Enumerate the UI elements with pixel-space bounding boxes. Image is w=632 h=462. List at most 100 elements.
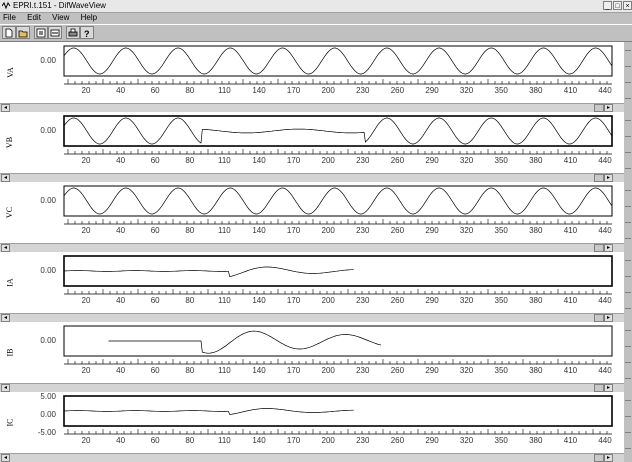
menu-edit[interactable]: Edit (27, 13, 41, 22)
menu-file[interactable]: File (3, 13, 16, 22)
maximize-button[interactable]: □ (613, 1, 622, 10)
splitter-notch (625, 222, 631, 223)
x-tick-label: 110 (218, 436, 231, 445)
waveform-panel-va: VA 0.00 20 40 60 80 110 140 170 200 230 260 290 320 35… (0, 42, 624, 103)
splitter-notch (625, 432, 631, 433)
scroll-right-icon[interactable]: ▸ (604, 174, 613, 182)
x-tick-label: 60 (150, 86, 160, 95)
help-button[interactable]: ? (80, 26, 94, 39)
x-tick-label: 380 (529, 366, 543, 375)
vertical-splitter[interactable] (624, 182, 632, 252)
y-axis-label: 5.00 (40, 392, 56, 401)
x-tick-label: 260 (390, 226, 405, 235)
channel-label-text: VB (5, 136, 15, 149)
scroll-right-icon[interactable]: ▸ (604, 384, 613, 392)
scroll-right-icon[interactable]: ▸ (604, 314, 613, 322)
vertical-splitter[interactable] (624, 392, 632, 462)
scroll-thumb[interactable] (594, 174, 604, 182)
x-tick-label: 170 (286, 366, 301, 375)
plot-frame (63, 115, 613, 147)
open-file-icon (18, 30, 28, 38)
channel-label: VA (3, 42, 17, 103)
channel-label: IC (3, 392, 17, 453)
x-tick-label: 60 (150, 296, 160, 305)
plot-frame (63, 185, 613, 217)
print-button[interactable] (66, 26, 80, 39)
export-icon (36, 28, 46, 38)
splitter-notch (625, 50, 631, 51)
close-button[interactable]: × (623, 1, 632, 10)
waveform-plot[interactable] (62, 322, 622, 383)
splitter-notch (625, 292, 631, 293)
x-tick-label: 440 (598, 86, 612, 95)
channel-label-text: IA (5, 278, 15, 287)
x-tick-label: 350 (494, 86, 508, 95)
menu-bar: File Edit View Help (0, 13, 632, 23)
scroll-thumb[interactable] (594, 104, 604, 112)
scroll-left-icon[interactable]: ◂ (1, 244, 10, 252)
horizontal-scrollbar[interactable]: ◂ ▸ (0, 243, 624, 252)
vertical-splitter[interactable] (624, 322, 632, 392)
waveform-plot[interactable] (62, 392, 622, 453)
export-button[interactable] (34, 26, 48, 39)
waveform-plot[interactable] (62, 182, 622, 243)
scroll-left-icon[interactable]: ◂ (1, 314, 10, 322)
horizontal-scrollbar[interactable]: ◂ ▸ (0, 313, 624, 322)
open-file-button[interactable] (16, 26, 30, 39)
x-tick-label: 60 (150, 156, 160, 165)
x-tick-label: 40 (116, 436, 126, 445)
x-tick-label: 290 (425, 296, 439, 305)
x-tick-label: 200 (321, 366, 335, 375)
x-tick-label: 290 (425, 366, 439, 375)
x-tick-label: 80 (185, 366, 195, 375)
horizontal-scrollbar[interactable]: ◂ ▸ (0, 383, 624, 392)
scroll-left-icon[interactable]: ◂ (1, 104, 10, 112)
waveform-panel-vc: VC 0.00 20 40 60 80 110 140 170 200 230 260 290 320 35… (0, 182, 624, 243)
waveform-plot[interactable] (62, 112, 622, 173)
channel-label: VB (3, 112, 17, 173)
x-tick-label: 170 (286, 226, 301, 235)
scroll-thumb[interactable] (594, 314, 604, 322)
x-tick-label: 140 (252, 296, 266, 305)
scroll-right-icon[interactable]: ▸ (604, 454, 613, 462)
vertical-splitter[interactable] (624, 42, 632, 112)
menu-help[interactable]: Help (80, 13, 98, 22)
splitter-notch (625, 448, 631, 449)
x-tick-label: 170 (286, 86, 301, 95)
horizontal-scrollbar[interactable]: ◂ ▸ (0, 103, 624, 112)
scroll-thumb[interactable] (594, 454, 604, 462)
channel-label-text: IC (5, 418, 15, 427)
vertical-splitter[interactable] (624, 112, 632, 182)
horizontal-scrollbar[interactable]: ◂ ▸ (0, 453, 624, 462)
waveform-plot[interactable] (62, 252, 622, 313)
x-tick-label: 380 (529, 296, 543, 305)
menu-view[interactable]: View (52, 13, 70, 22)
scroll-left-icon[interactable]: ◂ (1, 454, 10, 462)
settings-button[interactable] (48, 26, 62, 39)
x-tick-label: 410 (563, 86, 578, 95)
scroll-right-icon[interactable]: ▸ (604, 244, 613, 252)
x-tick-label: 350 (494, 156, 508, 165)
x-tick-label: 230 (356, 366, 370, 375)
horizontal-scrollbar[interactable]: ◂ ▸ (0, 173, 624, 182)
new-document-button[interactable] (2, 26, 16, 39)
waveform-panel-ia: IA 0.00 20 40 60 80 110 140 170 200 230 260 290 320 35… (0, 252, 624, 313)
settings-icon (50, 29, 60, 37)
x-tick-label: 110 (218, 366, 231, 375)
scroll-thumb[interactable] (594, 244, 604, 252)
scroll-right-icon[interactable]: ▸ (604, 104, 613, 112)
x-tick-label: 230 (356, 156, 370, 165)
vertical-splitter[interactable] (624, 252, 632, 322)
scroll-left-icon[interactable]: ◂ (1, 384, 10, 392)
x-tick-label: 80 (185, 226, 195, 235)
svg-text:?: ? (84, 29, 90, 38)
scroll-left-icon[interactable]: ◂ (1, 174, 10, 182)
channel-label: IA (3, 252, 17, 313)
y-axis-label: -5.00 (37, 428, 56, 437)
waveform-plot[interactable] (62, 42, 622, 103)
scroll-thumb[interactable] (594, 384, 604, 392)
x-tick-label: 260 (390, 86, 405, 95)
x-tick-label: 60 (150, 226, 160, 235)
minimize-button[interactable]: _ (603, 1, 612, 10)
splitter-notch (625, 416, 631, 417)
